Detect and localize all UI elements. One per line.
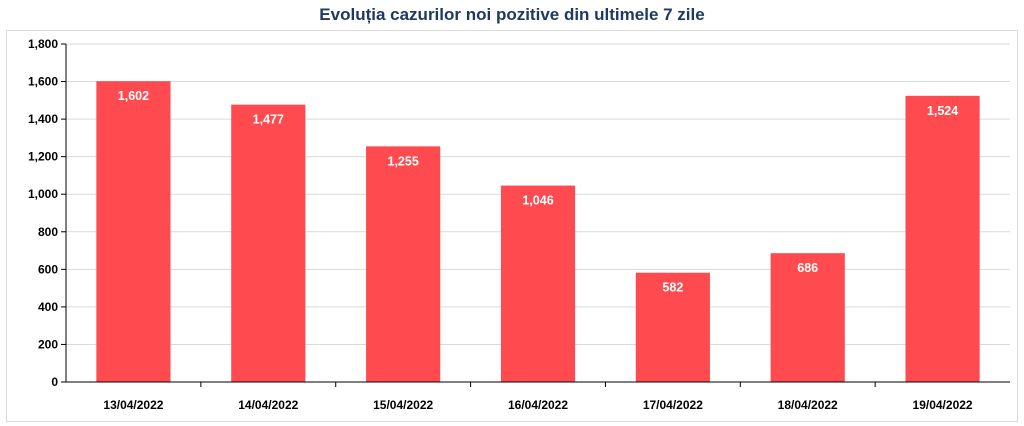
chart-frame	[6, 30, 1018, 422]
x-tick-label: 13/04/2022	[103, 398, 163, 412]
chart-title: Evoluția cazurilor noi pozitive din ulti…	[319, 5, 705, 24]
y-tick-label: 1,000	[28, 187, 58, 201]
y-tick-label: 400	[38, 300, 58, 314]
bar	[770, 253, 845, 382]
axes	[61, 43, 1010, 387]
y-tick-label: 200	[38, 337, 58, 351]
bar-value-label: 1,255	[388, 154, 419, 168]
bar	[635, 272, 710, 382]
x-tick-label: 18/04/2022	[778, 398, 838, 412]
bar	[905, 95, 980, 383]
y-tick-label: 600	[38, 262, 58, 276]
bars	[96, 81, 980, 383]
bar-value-label: 582	[662, 281, 683, 295]
y-tick-label: 0	[51, 375, 58, 389]
bar-value-label: 686	[797, 261, 818, 275]
x-tick-label: 17/04/2022	[643, 398, 703, 412]
x-tick-label: 14/04/2022	[238, 398, 298, 412]
x-tick-label: 19/04/2022	[913, 398, 973, 412]
bar-value-label: 1,524	[927, 104, 958, 118]
bar	[96, 81, 171, 383]
bar-value-label: 1,477	[253, 113, 284, 127]
bar-value-label: 1,046	[522, 194, 553, 208]
y-tick-label: 1,400	[28, 112, 58, 126]
bar	[500, 185, 576, 382]
bar-value-label: 1,602	[118, 89, 149, 103]
x-tick-label: 15/04/2022	[373, 398, 433, 412]
y-tick-label: 1,800	[28, 37, 58, 51]
x-tick-label: 16/04/2022	[508, 398, 568, 412]
y-tick-label: 1,200	[28, 150, 58, 164]
labels: 0 200 400 600 800 1,000 1,200 1,400 1,600 1,800 1,…	[28, 37, 973, 412]
bar	[366, 146, 441, 382]
y-tick-label: 1,600	[28, 75, 58, 89]
bar	[231, 104, 306, 382]
y-tick-label: 800	[38, 225, 58, 239]
